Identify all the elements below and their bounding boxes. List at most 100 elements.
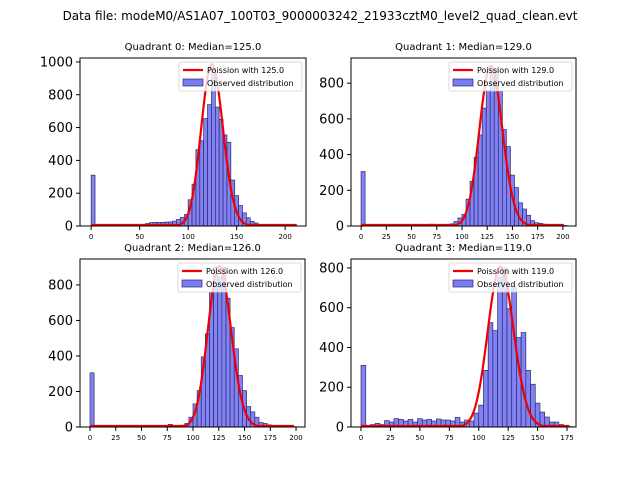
x-tick-label: 150 (230, 233, 243, 241)
legend: Poission with 119.0 Observed distribution (448, 262, 573, 293)
y-tick-label: 200 (48, 187, 73, 202)
histogram-bar (207, 104, 212, 227)
x-tick-label: 125 (481, 233, 494, 241)
axes-frame (79, 258, 306, 428)
subplot-quadrant-2: Quadrant 2: Median=126.0 0 200 400 600 800 0 25… (48, 243, 306, 442)
poisson-curve (360, 64, 565, 227)
legend-frame (448, 262, 573, 293)
x-tick-label: 0 (359, 233, 363, 241)
histogram-bar (489, 68, 495, 227)
x-tick-label: 100 (455, 233, 468, 241)
y-tick-label: 800 (48, 88, 73, 103)
x-tick-label: 175 (560, 434, 573, 442)
poisson-curve (89, 265, 295, 428)
y-tick-label: 200 (319, 184, 344, 199)
y-tick-label: 400 (48, 349, 73, 364)
x-tick-label: 175 (531, 233, 544, 241)
y-tick-label: 800 (48, 278, 73, 293)
histogram-bar (511, 286, 517, 428)
legend-frame (178, 61, 303, 92)
histogram-bar (492, 330, 498, 428)
y-tick-label: 0 (65, 421, 73, 436)
x-tick-label: 50 (135, 233, 144, 241)
histogram-bar (90, 174, 96, 227)
y-tick-label: 0 (336, 421, 344, 436)
legend-frame (448, 61, 573, 92)
x-tick-label: 50 (137, 434, 146, 442)
legend-label-poisson: Poission with 125.0 (207, 66, 284, 75)
histogram-bar (485, 89, 491, 227)
y-tick-label: 0 (65, 220, 73, 235)
x-tick-label: 200 (556, 233, 569, 241)
legend-label-observed: Observed distribution (477, 79, 564, 88)
y-tick-label: 600 (319, 112, 344, 127)
histogram-bar (477, 134, 483, 227)
x-tick-label: 75 (432, 233, 441, 241)
legend-bar-swatch (181, 279, 203, 288)
x-tick-label: 100 (181, 233, 194, 241)
x-tick-label: 125 (501, 434, 514, 442)
x-tick-label: 175 (264, 434, 277, 442)
x-tick-label: 150 (238, 434, 251, 442)
figure-suptitle: Data file: modeM0/AS1A07_100T03_90000032… (62, 9, 578, 23)
legend: Poission with 125.0 Observed distribution (178, 61, 303, 92)
legend-label-observed: Observed distribution (206, 280, 293, 289)
x-tick-label: 75 (163, 434, 172, 442)
histogram-bar (483, 369, 489, 428)
histogram-bar (218, 119, 224, 227)
x-tick-label: 50 (407, 233, 416, 241)
x-tick-label: 150 (506, 233, 519, 241)
axes-frame (350, 57, 577, 227)
y-tick-label: 1000 (40, 55, 73, 70)
x-tick-label: 125 (212, 434, 225, 442)
histogram-bar (518, 202, 523, 227)
x-tick-label: 0 (88, 434, 92, 442)
legend-label-observed: Observed distribution (207, 79, 294, 88)
legend-label-poisson: Poission with 126.0 (206, 267, 283, 276)
legend-bar-swatch (182, 78, 204, 87)
subplot-quadrant-3: Quadrant 3: Median=119.0 0 200 400 600 800 0 25… (319, 243, 577, 442)
y-tick-label: 200 (319, 381, 344, 396)
poisson-curve (90, 63, 298, 227)
y-tick-label: 800 (319, 77, 344, 92)
y-tick-label: 600 (48, 314, 73, 329)
histogram-bar (214, 106, 220, 227)
axes-frame (350, 258, 577, 428)
x-tick-label: 25 (386, 434, 395, 442)
histogram-bar (478, 404, 484, 428)
histogram-bar (360, 365, 367, 428)
y-tick-label: 800 (319, 261, 344, 276)
y-tick-label: 400 (319, 148, 344, 163)
histogram-bar (217, 276, 223, 428)
legend-bar-swatch (452, 279, 474, 288)
subplot-title: Quadrant 2: Median=126.0 (124, 243, 261, 254)
x-tick-label: 200 (278, 233, 291, 241)
histogram-bar (360, 171, 366, 227)
legend: Poission with 126.0 Observed distribution (177, 262, 302, 293)
histogram-bar (497, 276, 503, 428)
histogram-bar (203, 118, 208, 227)
legend-label-poisson: Poission with 129.0 (477, 66, 554, 75)
legend-label-poisson: Poission with 119.0 (477, 267, 554, 276)
x-tick-label: 75 (445, 434, 454, 442)
histogram-bar (487, 322, 494, 428)
y-tick-label: 200 (48, 385, 73, 400)
y-tick-label: 400 (319, 341, 344, 356)
axes-frame (79, 57, 307, 227)
legend-frame (177, 262, 302, 293)
legend: Poission with 129.0 Observed distribution (448, 61, 573, 92)
histogram-bar (89, 372, 95, 428)
histogram-bar (506, 308, 513, 428)
y-tick-label: 400 (48, 154, 73, 169)
histogram-bar (525, 369, 531, 428)
x-tick-label: 25 (382, 233, 391, 241)
x-tick-label: 100 (472, 434, 485, 442)
poisson-curve (360, 265, 570, 428)
histogram-bar (481, 107, 487, 227)
histogram-bar (468, 420, 475, 428)
y-tick-label: 600 (48, 121, 73, 136)
histogram-bar (211, 68, 216, 227)
subplot-quadrant-0: Quadrant 0: Median=125.0 0 200 400 600 800 100… (40, 42, 307, 241)
y-tick-label: 600 (319, 301, 344, 316)
